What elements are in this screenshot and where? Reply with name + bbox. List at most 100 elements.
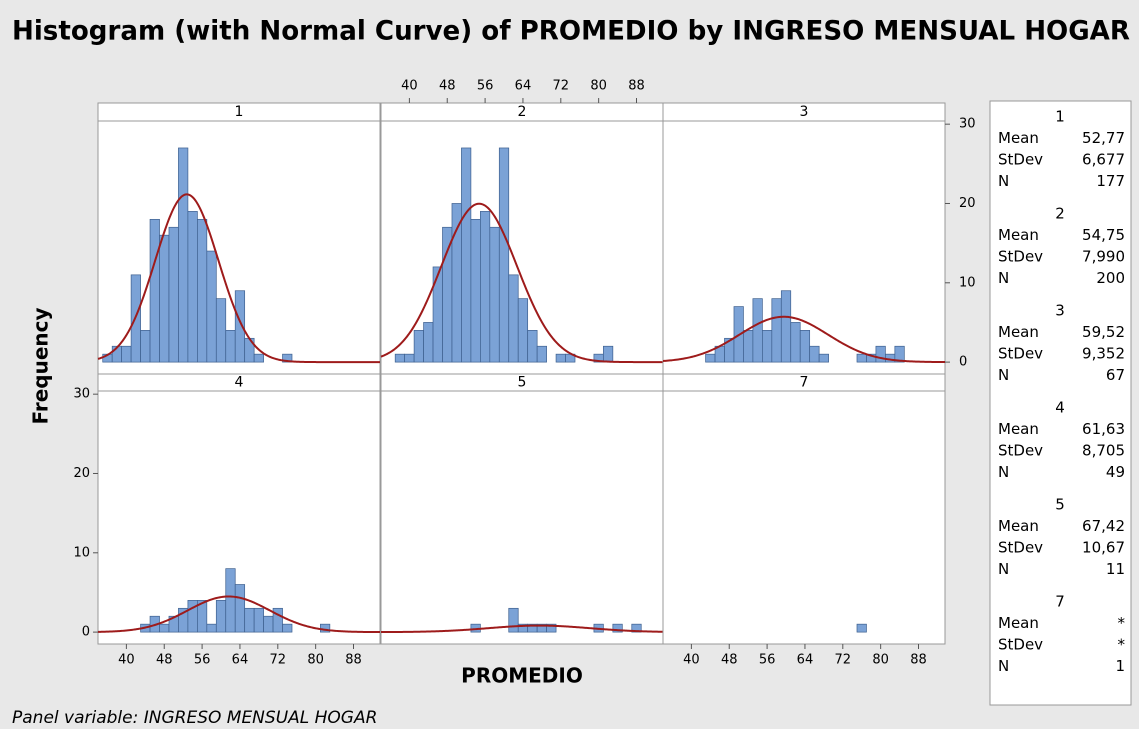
y-tick-label: 30: [959, 117, 976, 132]
bar: [818, 353, 829, 363]
bar: [206, 250, 217, 363]
bar: [225, 568, 236, 633]
x-tick-label: 88: [910, 653, 927, 668]
x-tick-label: 72: [835, 653, 852, 668]
strip-label: 1: [235, 104, 244, 120]
strip-label: 2: [518, 104, 527, 120]
x-tick-label: 64: [515, 79, 532, 94]
x-tick-label: 72: [270, 653, 287, 668]
bar: [771, 298, 782, 363]
legend-stat-name: N: [998, 560, 1009, 578]
y-tick-label: 30: [73, 387, 90, 402]
bar: [197, 600, 208, 633]
legend-stat-value: *: [1118, 636, 1126, 654]
legend-stat-name: Mean: [998, 420, 1039, 438]
legend-stat-value: 67: [1106, 366, 1125, 384]
bar: [762, 330, 773, 363]
legend-stat-value: 11: [1106, 560, 1125, 578]
bar: [894, 345, 905, 363]
bar: [743, 330, 754, 363]
bar: [809, 345, 820, 363]
bar: [461, 147, 472, 363]
bar: [612, 623, 623, 633]
y-tick-label: 0: [82, 625, 90, 640]
legend-panel-name: 4: [1055, 399, 1065, 417]
legend-stat-name: N: [998, 269, 1009, 287]
panel-background: [662, 373, 946, 645]
legend-panel-name: 5: [1055, 496, 1065, 514]
bar: [159, 623, 170, 633]
chart-title: Histogram (with Normal Curve) of PROMEDI…: [12, 16, 1130, 47]
legend-stat-name: N: [998, 366, 1009, 384]
footnote: Panel variable: INGRESO MENSUAL HOGAR: [12, 708, 377, 728]
bar: [603, 345, 614, 363]
x-axis-label: PROMEDIO: [461, 664, 583, 688]
bar: [470, 218, 481, 363]
x-tick-label: 64: [797, 653, 814, 668]
bar: [536, 345, 547, 363]
bar: [282, 623, 293, 633]
legend-stat-value: 49: [1106, 463, 1125, 481]
legend-stat-name: StDev: [998, 151, 1043, 169]
normal-curve: [380, 202, 663, 364]
legend-stat-value: *: [1118, 614, 1126, 632]
legend-panel-name: 7: [1055, 593, 1065, 611]
bar: [404, 353, 415, 363]
x-tick-label: 88: [628, 79, 645, 94]
bar: [527, 330, 538, 363]
legend-stat-value: 6,677: [1082, 151, 1125, 169]
legend-box: [989, 100, 1132, 706]
y-tick-label: 20: [959, 196, 976, 211]
bar: [480, 211, 491, 363]
y-axis-label: Frequency: [29, 307, 53, 424]
x-tick-label: 40: [118, 653, 135, 668]
legend-stat-value: 9,352: [1082, 345, 1125, 363]
legend-stat-name: N: [998, 657, 1009, 675]
bar: [856, 353, 867, 363]
legend-stat-value: 52,77: [1082, 129, 1125, 147]
bar: [423, 322, 434, 363]
strip-label: 3: [800, 104, 809, 120]
bar: [140, 330, 151, 363]
y-tick-label: 10: [959, 275, 976, 290]
y-tick-label: 20: [73, 466, 90, 481]
x-tick-label: 56: [194, 653, 211, 668]
legend-panel-name: 2: [1055, 205, 1065, 223]
legend-stat-value: 61,63: [1082, 420, 1125, 438]
bar: [215, 600, 227, 633]
bar: [234, 584, 246, 633]
x-tick-label: 56: [759, 653, 776, 668]
bar: [780, 290, 792, 363]
bar: [253, 607, 264, 633]
bar: [168, 226, 179, 363]
normal-curve: [97, 595, 380, 634]
legend-stat-name: StDev: [998, 442, 1043, 460]
legend-panel-name: 1: [1055, 108, 1065, 126]
bar: [856, 623, 867, 633]
bar: [121, 345, 132, 363]
legend-stat-value: 54,75: [1082, 226, 1125, 244]
bar: [799, 330, 811, 363]
bar: [149, 218, 160, 363]
normal-curve: [97, 193, 380, 364]
strip-label: 7: [800, 375, 809, 391]
bar: [517, 298, 529, 363]
normal-curve: [662, 315, 945, 364]
x-tick-label: 48: [721, 653, 738, 668]
x-tick-label: 72: [553, 79, 570, 94]
legend-stat-value: 8,705: [1082, 442, 1125, 460]
x-tick-label: 80: [307, 653, 324, 668]
x-tick-label: 40: [683, 653, 700, 668]
legend-stat-name: N: [998, 463, 1009, 481]
bar: [206, 623, 217, 633]
bar: [442, 226, 453, 363]
legend-stat-value: 7,990: [1082, 248, 1125, 266]
legend-stat-value: 67,42: [1082, 517, 1125, 535]
bar: [187, 211, 198, 363]
bar: [413, 330, 424, 363]
x-tick-label: 48: [156, 653, 173, 668]
legend-stat-value: 1: [1115, 657, 1125, 675]
legend-stat-value: 59,52: [1082, 323, 1125, 341]
bar: [197, 218, 208, 363]
